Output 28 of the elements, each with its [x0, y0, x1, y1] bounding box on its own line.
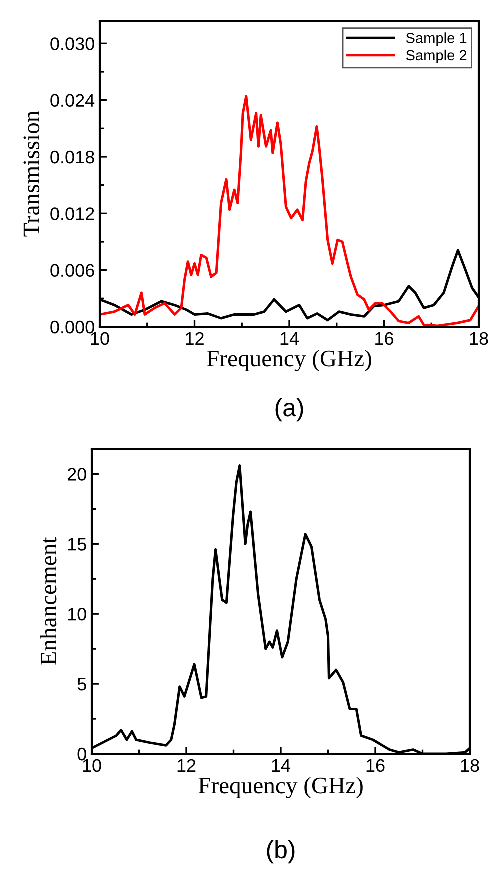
x-tick-label: 18 [470, 332, 488, 346]
legend-label: Sample 2 [406, 50, 467, 64]
y-tick-label: 0.012 [50, 208, 94, 220]
x-tick-label: 10 [91, 332, 110, 346]
x-tick-label: 16 [366, 759, 385, 772]
y-tick-label: 10 [68, 608, 86, 621]
y-tick-label: 15 [68, 538, 86, 551]
y-axis-title: Enhancement [40, 537, 57, 666]
x-tick-label: 14 [272, 760, 291, 772]
text: (b) [267, 840, 295, 864]
y-tick-label: 0.018 [50, 150, 94, 164]
text: (a) [276, 398, 304, 422]
y-tick-label: 0.024 [50, 94, 95, 108]
y-tick-label: 0 [78, 748, 86, 761]
legend-label: Sample 1 [406, 32, 467, 46]
y-tick-label: 0.006 [50, 264, 94, 278]
x-axis-title: Frequency (GHz) [207, 350, 372, 372]
x-tick-label: 12 [186, 332, 204, 345]
x-tick-label: 18 [461, 759, 480, 772]
y-tick-label: 0.030 [50, 38, 94, 50]
x-tick-label: 16 [376, 332, 394, 346]
y-tick-label: 0.000 [50, 320, 94, 334]
y-axis-title: Transmission [24, 111, 40, 237]
y-tick-label: 20 [68, 468, 86, 481]
x-axis-title: Frequency (GHz) [198, 777, 363, 799]
y-tick-label: 5 [78, 678, 86, 691]
x-tick-label: 12 [178, 759, 196, 772]
x-tick-label: 14 [280, 332, 300, 345]
